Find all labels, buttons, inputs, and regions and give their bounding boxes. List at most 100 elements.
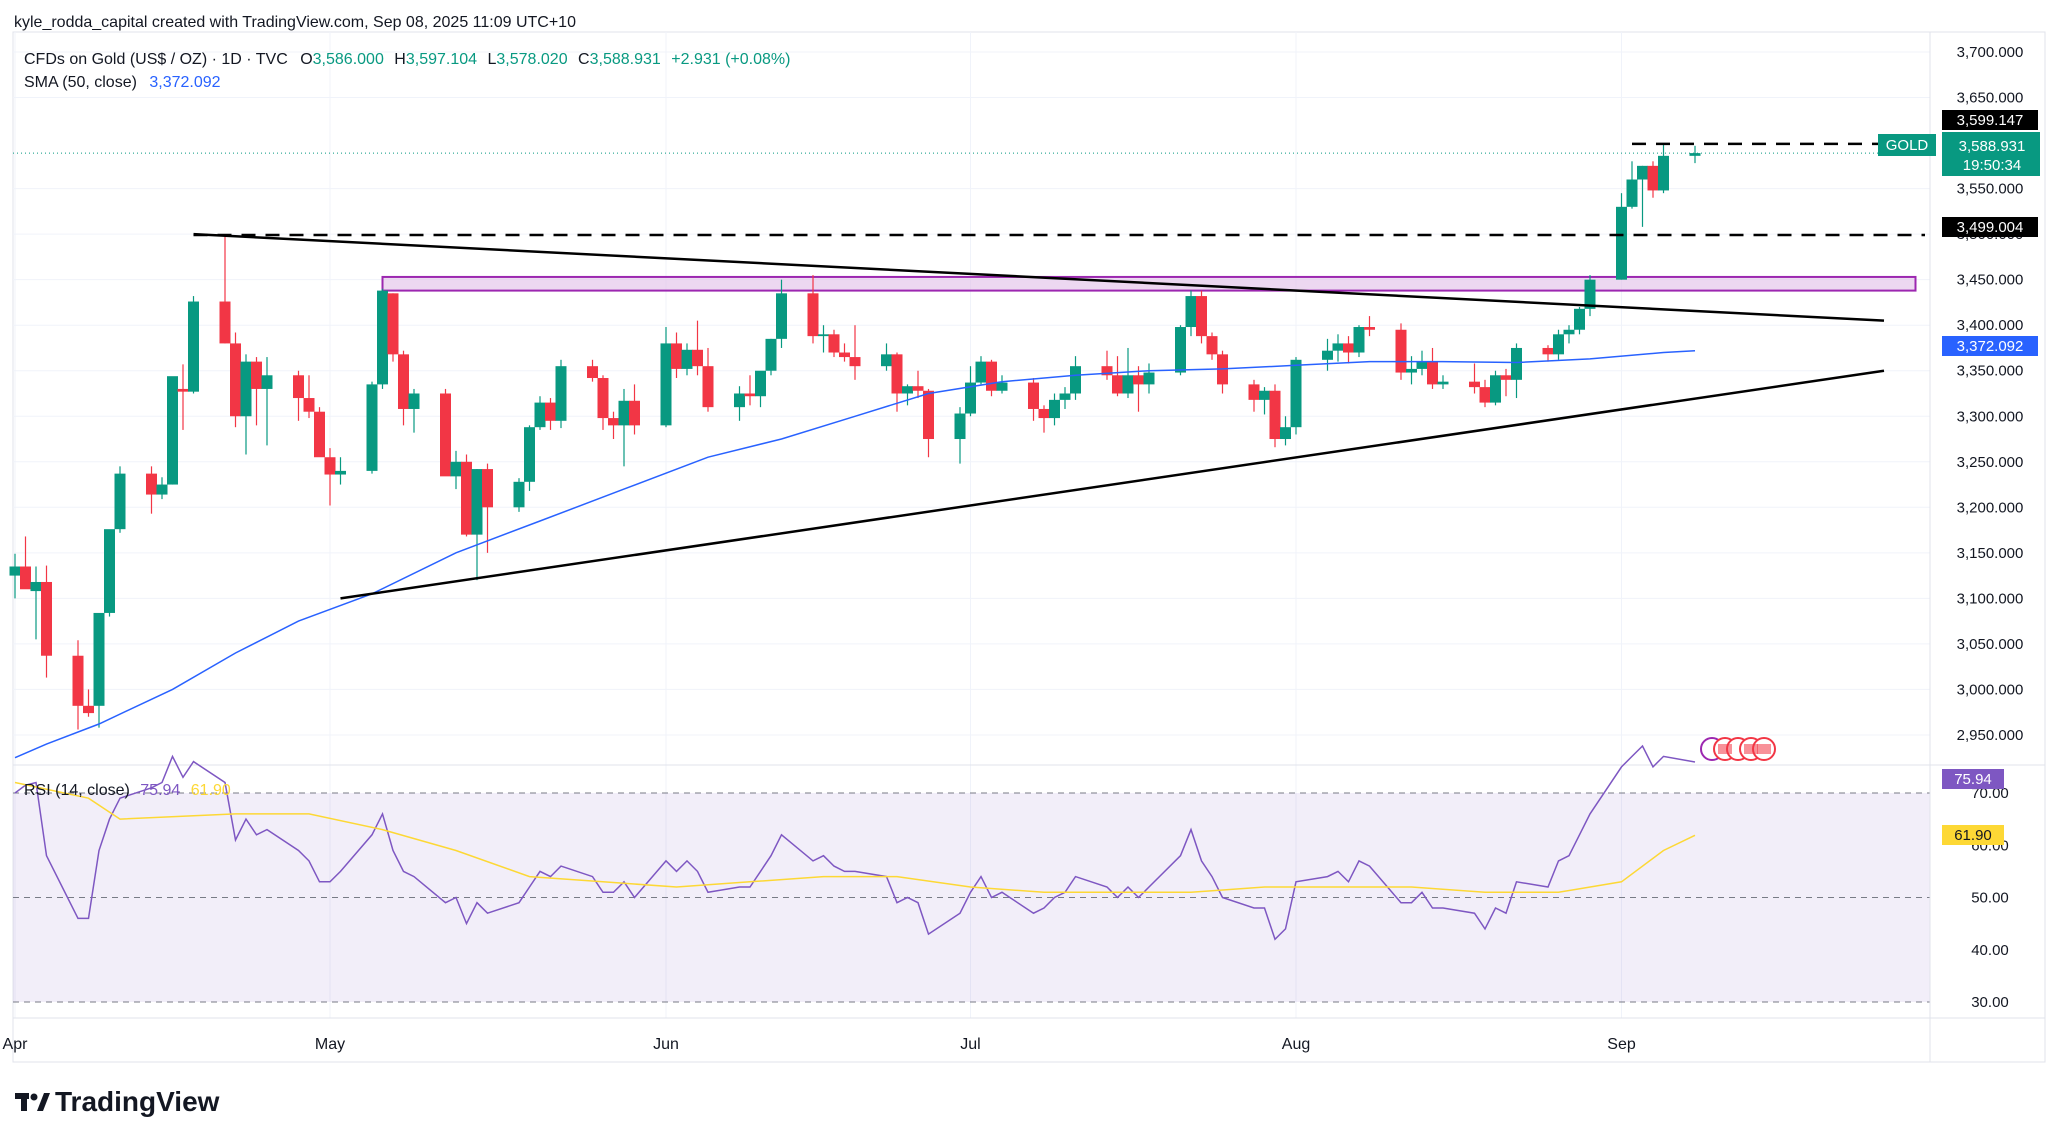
- candle-body: [1070, 366, 1081, 394]
- rsi-guide-lines: [13, 792, 1930, 1003]
- time-tick-label: Jun: [653, 1036, 679, 1053]
- rsi-tick-label: 50.00: [1971, 890, 2009, 907]
- candle-body: [1028, 382, 1039, 409]
- candle: [818, 325, 829, 353]
- candle-body: [1259, 390, 1270, 400]
- candle-body: [629, 400, 640, 426]
- candle-body: [881, 354, 892, 367]
- candle-body: [692, 349, 703, 367]
- candle-body: [156, 484, 168, 495]
- candle-body: [1343, 343, 1354, 353]
- ohlc-legend[interactable]: CFDs on Gold (US$ / OZ) · 1D · TVC O3,58…: [24, 51, 790, 68]
- flag-stripes-icon: [1718, 744, 1732, 754]
- candle-body: [776, 293, 787, 339]
- price-tick-label: 3,450.000: [1957, 272, 2024, 289]
- price-tick-label: 3,700.000: [1957, 44, 2024, 61]
- candle: [1280, 416, 1291, 446]
- rsi-legend-label: RSI (14, close): [24, 782, 130, 799]
- candle-body: [461, 461, 472, 535]
- rsi-legend[interactable]: RSI (14, close) 75.94 61.90: [24, 782, 231, 799]
- candle: [744, 375, 756, 406]
- rsi-tick-label: 40.00: [1971, 942, 2009, 959]
- candle-body: [1353, 327, 1365, 353]
- candle-body: [1479, 387, 1491, 403]
- tradingview-logo[interactable]: TradingView: [15, 1086, 220, 1117]
- candle: [1427, 347, 1438, 389]
- price-tick-label: 3,200.000: [1957, 499, 2024, 516]
- upper-trendline[interactable]: [193, 232, 1885, 322]
- candle-body: [1437, 381, 1449, 385]
- candle: [881, 343, 892, 371]
- sma-legend[interactable]: SMA (50, close) 3,372.092: [24, 74, 221, 91]
- candle: [1175, 325, 1186, 376]
- candle: [534, 396, 546, 430]
- low-label: L: [488, 51, 497, 68]
- candle-body: [1553, 334, 1564, 355]
- candle-body: [1112, 375, 1123, 394]
- candle-body: [1248, 384, 1260, 400]
- candle: [555, 359, 567, 429]
- candle-body: [702, 366, 714, 408]
- candle: [93, 612, 105, 728]
- candle-body: [1584, 279, 1596, 309]
- candle: [1437, 375, 1449, 389]
- price-axis-labels[interactable]: 2,950.000 3,000.000 3,050.000 3,100.000 3,15…: [1957, 44, 2024, 744]
- candle: [1028, 378, 1039, 421]
- change-value: +2.931 (+0.08%): [671, 51, 790, 68]
- lower-trendline[interactable]: [340, 369, 1885, 600]
- candle: [387, 293, 399, 362]
- candle: [986, 359, 997, 397]
- candle: [1563, 325, 1575, 344]
- candle-body: [1511, 347, 1522, 380]
- attribution-text: kyle_rodda_capital created with TradingV…: [14, 14, 576, 31]
- candle: [975, 356, 987, 385]
- candle-body: [1406, 368, 1417, 373]
- candle: [755, 370, 766, 408]
- candle: [965, 366, 976, 417]
- badge-sma-value-text: 3,372.092: [1957, 338, 2024, 355]
- badge-rsi-ma-value-text: 61.90: [1954, 827, 1992, 844]
- candle-body: [849, 357, 861, 367]
- candle: [377, 288, 388, 389]
- flag-stripes-icon: [1757, 744, 1771, 754]
- candle-body: [219, 301, 231, 344]
- symbol-description: CFDs on Gold (US$ / OZ) · 1D · TVC: [24, 51, 288, 68]
- candle-body: [555, 366, 567, 421]
- candle: [83, 689, 94, 717]
- candle-body: [167, 376, 178, 485]
- candle: [828, 329, 840, 358]
- candle-body: [20, 566, 31, 590]
- candle-body: [408, 393, 420, 409]
- candle: [996, 375, 1008, 394]
- candle-body: [902, 386, 913, 394]
- candle-body: [618, 400, 630, 426]
- candle: [240, 354, 252, 455]
- candle-body: [1658, 155, 1669, 191]
- candle: [230, 332, 241, 428]
- economic-events[interactable]: [1700, 737, 1776, 761]
- candle-body: [366, 384, 378, 471]
- candle: [1133, 366, 1144, 412]
- candle-body: [440, 393, 451, 477]
- candle-body: [1049, 399, 1060, 419]
- candle: [482, 463, 493, 553]
- time-axis-labels[interactable]: Apr May Jun Jul Aug Sep: [3, 1036, 1636, 1053]
- candle: [1689, 145, 1701, 164]
- candle: [146, 466, 157, 514]
- high-label: H: [394, 51, 406, 68]
- candle-body: [177, 388, 189, 392]
- candle-body: [1689, 153, 1701, 156]
- badge-high-level: 3,599.147: [1942, 110, 2038, 130]
- badge-rsi-value: 75.94: [1942, 769, 2004, 789]
- candle: [335, 457, 346, 485]
- candle: [1626, 161, 1638, 209]
- candle: [1511, 343, 1522, 399]
- candle-body: [146, 473, 157, 495]
- candle: [1364, 316, 1375, 337]
- flag-stripes-icon: [1744, 744, 1758, 754]
- candle: [629, 384, 640, 435]
- candle: [660, 327, 672, 428]
- candle: [1332, 334, 1344, 362]
- candle-body: [1637, 165, 1648, 180]
